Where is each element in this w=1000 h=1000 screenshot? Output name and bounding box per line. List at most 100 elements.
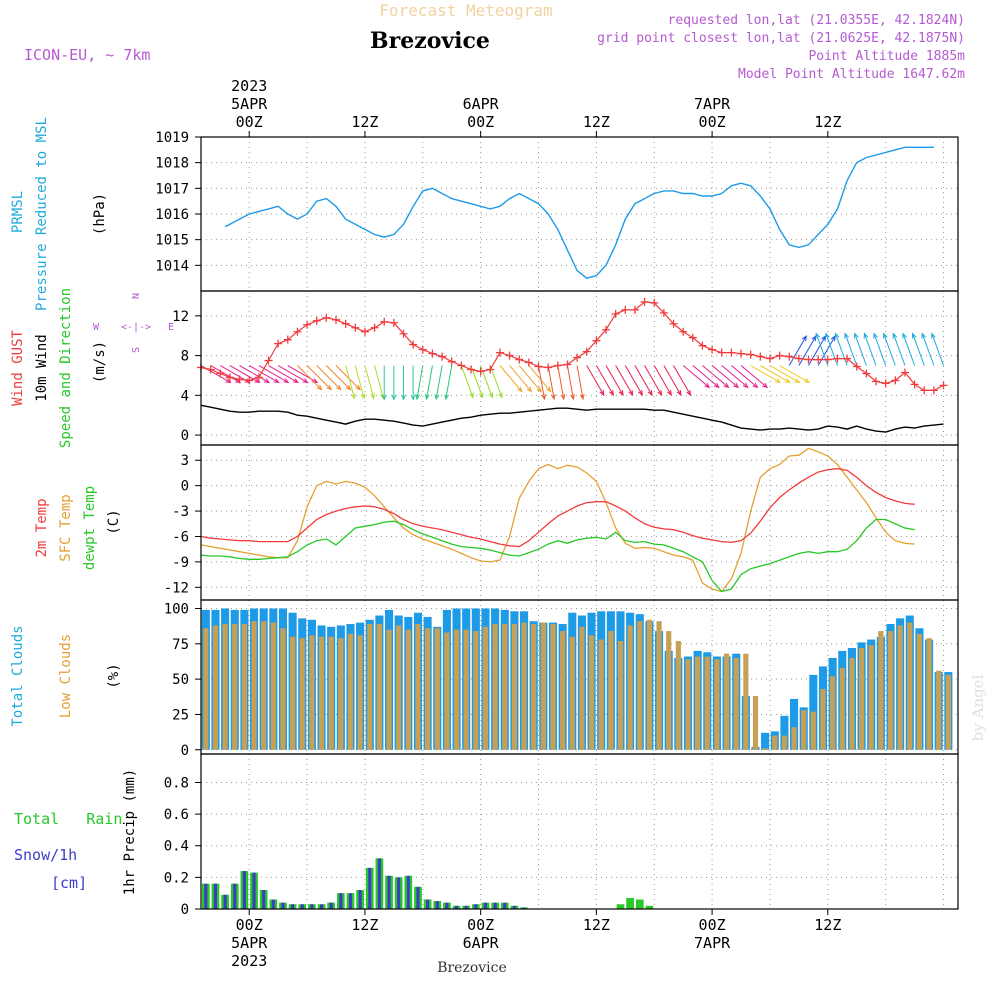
precip-ytick-label: 0.8 [164,775,189,791]
low-clouds-bar [270,622,276,750]
wind-arrow [702,365,729,388]
wind-arrow-head [784,378,791,384]
wind-arrow-head [381,394,387,401]
wind-arrow-head [911,332,917,339]
top-time-label: 00Z [467,113,494,131]
point-altitude: Point Altitude 1885m [808,49,965,64]
wind-arrow [499,365,523,392]
wind-arrow-head [579,394,585,401]
wind-arrow [460,365,474,398]
gust-marker [727,348,736,357]
gust-marker [602,325,611,334]
gust-marker [524,358,533,367]
total-clouds-label: Total Clouds [10,625,26,726]
wind-arrow [902,333,916,366]
low-clouds-bar [328,636,334,750]
low-clouds-bar [695,656,701,750]
gust-marker [553,361,562,370]
wind-arrow-head [834,332,840,339]
requested-coords: requested lon,lat (21.0355E, 42.1824N) [668,13,965,28]
low-clouds-bar [502,624,508,750]
low-clouds-bar [646,619,653,750]
bottom-time-label: 6APR [463,934,500,952]
snow-bar [262,890,266,909]
wind-arrow [731,365,758,388]
gust-marker [563,360,572,369]
wind-arrow-head [263,378,271,384]
gust-marker [708,345,717,354]
wind-arrow-head [401,394,406,401]
gust-marker [418,345,427,354]
wind-arrow-head [526,386,533,393]
snow-bar [503,902,507,909]
gust-marker [283,335,292,344]
snow-bar [445,902,449,909]
low-clouds-bar [511,624,517,750]
total-clouds-bar [790,698,799,750]
low-clouds-bar [396,625,402,750]
low-clouds-bar [560,631,566,750]
pressure-ytick-label: 1017 [155,181,189,197]
wind-arrow [416,365,424,400]
panel-frame [200,290,959,446]
wind-arrow [229,365,260,383]
snow-bar [474,904,478,909]
gust-marker [216,369,225,378]
wind-arrow [509,365,532,392]
snow-bar [223,894,227,909]
precip-ytick-label: 0.2 [164,870,189,886]
wind-arrow-head [550,394,556,401]
clouds-ytick-label: 25 [172,707,189,723]
low-clouds-bar [849,657,855,750]
snow-bar [368,867,372,909]
compass-rose: N <-|-> S W E [93,293,174,353]
wind-arrow-head [742,382,749,389]
precip-side-labels: Total Rain Snow/1h [cm] 1hr Precip (mm) [14,769,138,895]
wind-arrow [210,365,241,383]
temp-ytick-label: 0 [181,479,189,495]
gust-marker [756,352,765,361]
wind-arrow-head [794,378,801,384]
wind-arrow [750,365,781,383]
snow-bar [416,886,420,909]
precip-unit: 1hr Precip (mm) [122,769,138,895]
low-clouds-bar [598,639,604,750]
wind-arrow-head [815,332,820,339]
temp-ytick-label: 3 [181,453,189,469]
gust-marker [370,323,379,332]
wind-arrow-head [517,386,523,393]
wind-arrow-head [752,382,759,389]
low-clouds-bar [318,636,325,750]
wind-arrow [779,365,810,383]
wind-arrow [808,335,826,366]
top-time-label: 7APR [694,95,731,113]
clouds-ytick-label: 75 [172,637,189,653]
wind-arrow-head [609,389,615,397]
gust-marker [592,336,601,345]
snow-bar [271,899,275,909]
low-clouds-bar [762,748,768,750]
low-clouds-bar [473,631,479,750]
wind-arrow [595,365,614,396]
wind-arrow-head [360,393,366,400]
wind-unit: (m/s) [92,341,108,383]
gust-marker [389,318,398,327]
wind-arrow-head [775,378,782,384]
gust-marker [823,355,832,364]
wind-arrow [576,365,584,400]
precip-ytick-label: 0.4 [164,839,189,855]
pressure-ytick-label: 1016 [155,207,189,223]
gust-marker [447,357,456,366]
wind-arrow-head [647,389,653,397]
low-clouds-bar [801,710,807,750]
wind-arrow [921,333,935,366]
gust-marker [891,376,900,385]
wind-arrow-head [628,389,634,397]
gust-marker [737,349,746,358]
gust-marker [505,351,514,360]
wind-arrow [873,333,887,366]
snow-bar [329,902,333,909]
low-clouds-bar [232,624,238,750]
